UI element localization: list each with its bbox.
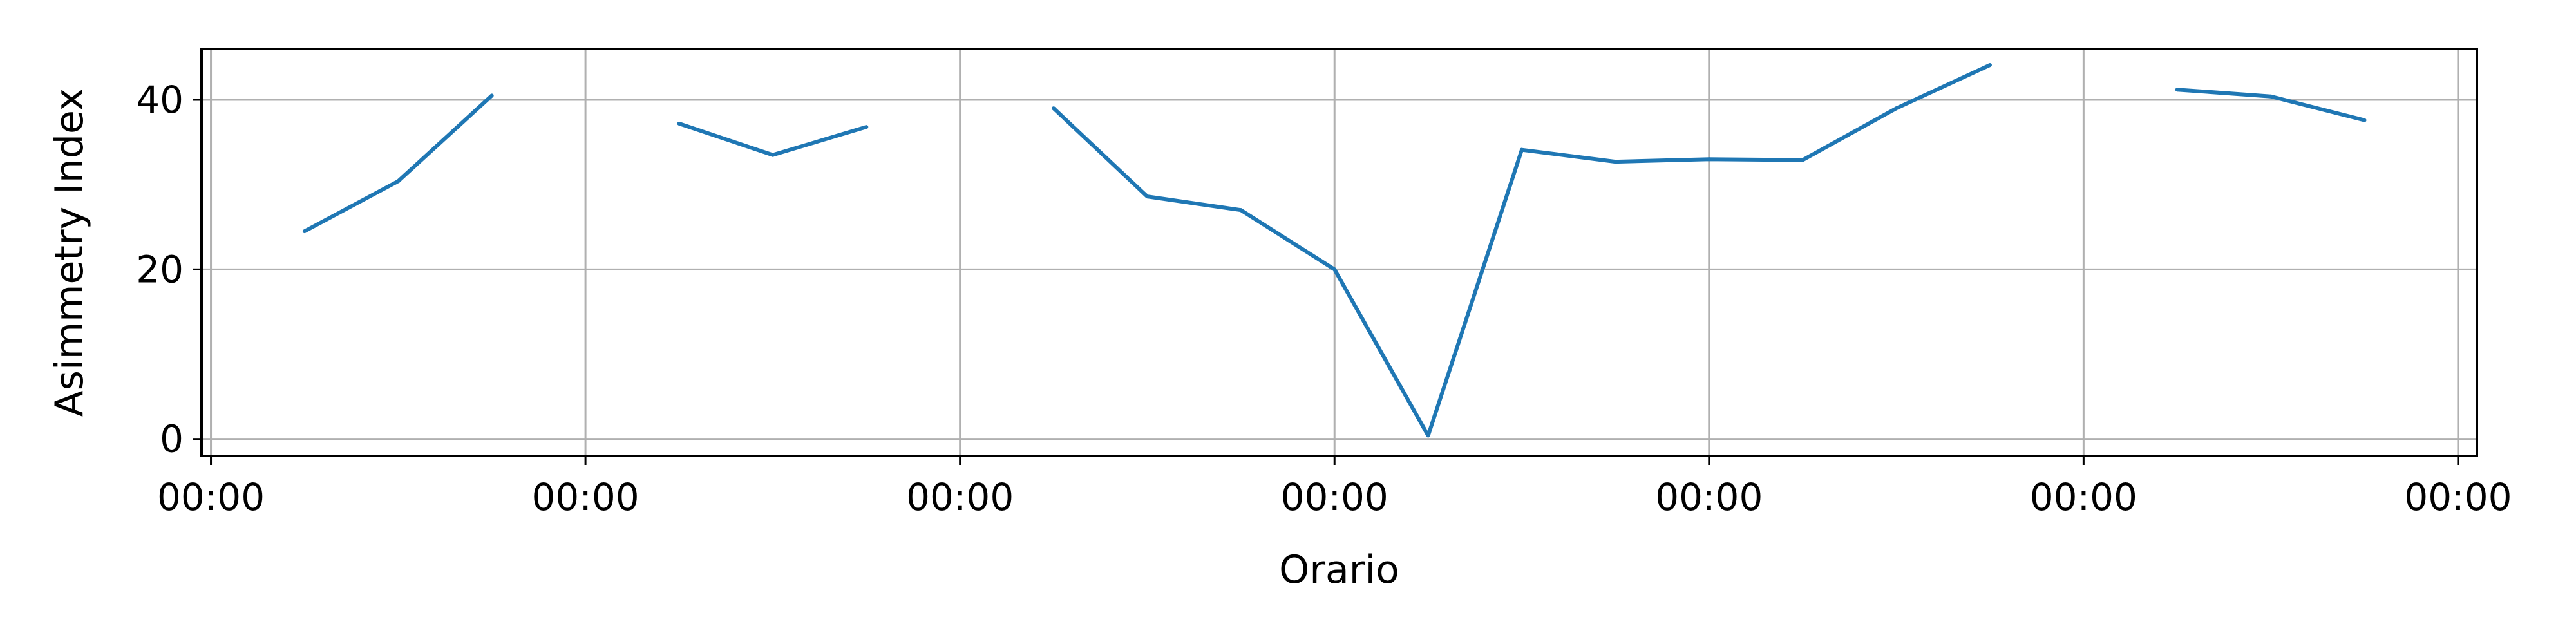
data-point <box>1238 208 1243 213</box>
y-tick-label: 20 <box>136 247 184 291</box>
data-point <box>1426 433 1430 438</box>
y-axis-title: Asimmetry Index <box>47 88 92 417</box>
data-point <box>1145 194 1150 199</box>
data-point <box>2362 118 2367 122</box>
x-axis-title: Orario <box>1279 547 1399 592</box>
x-tick-label: 00:00 <box>2030 475 2137 519</box>
data-point <box>1520 147 1524 152</box>
x-tick-label: 00:00 <box>1281 475 1388 519</box>
data-point <box>1332 267 1337 272</box>
y-tick-label: 0 <box>160 417 184 461</box>
data-point <box>770 153 775 157</box>
data-point <box>1707 157 1711 162</box>
grid-lines <box>202 49 2477 456</box>
data-point <box>1801 158 1805 162</box>
data-point <box>1894 106 1899 111</box>
data-point <box>1613 160 1618 164</box>
data-point <box>2269 94 2273 99</box>
data-point <box>1987 63 1992 68</box>
x-tick-label: 00:00 <box>157 475 265 519</box>
x-tick-label: 00:00 <box>2404 475 2512 519</box>
plot-frame <box>200 48 2478 457</box>
data-point <box>2175 88 2179 92</box>
series-line-segment <box>678 122 867 157</box>
data-point <box>864 125 869 129</box>
x-tick-label: 00:00 <box>906 475 1014 519</box>
y-tick-label: 40 <box>136 78 184 122</box>
x-tick-label: 00:00 <box>532 475 639 519</box>
axis-ticks: 00:00 00:00 00:00 00:00 00:00 00:00 00:00 0 20 40 <box>136 78 2512 519</box>
data-point <box>1052 106 1056 111</box>
data-point <box>396 179 401 184</box>
x-tick-label: 00:00 <box>1655 475 1763 519</box>
data-point <box>302 229 307 234</box>
data-point <box>489 93 494 98</box>
data-point <box>677 121 681 126</box>
series-line-segment <box>1052 63 1991 438</box>
series-line-segment <box>303 94 493 233</box>
series-line-segment <box>2177 88 2365 122</box>
data-series <box>302 63 2367 438</box>
